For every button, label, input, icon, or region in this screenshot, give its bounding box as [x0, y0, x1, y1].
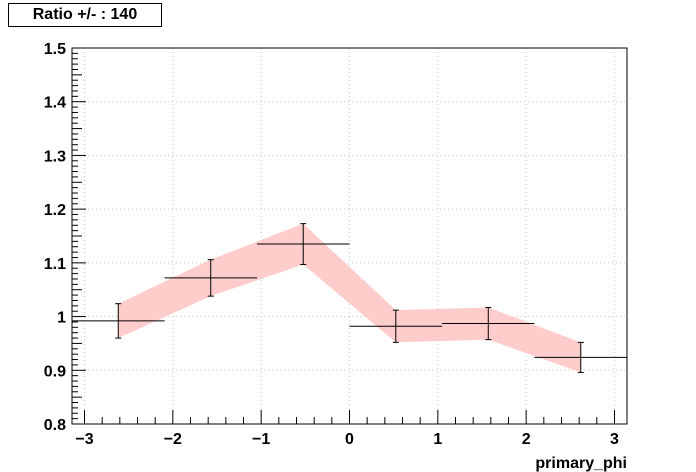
- y-tick-label: 1.1: [44, 256, 66, 273]
- chart-title: Ratio +/- : 140: [8, 3, 162, 27]
- y-tick-label: 1.3: [44, 148, 66, 165]
- x-tick-label: 3: [610, 431, 619, 448]
- x-tick-label: −3: [75, 431, 93, 448]
- y-tick-label: 0.8: [44, 417, 66, 434]
- y-tick-label: 0.9: [44, 363, 66, 380]
- y-tick-label: 1: [57, 310, 66, 327]
- error-band: [118, 223, 581, 373]
- y-tick-label: 1.2: [44, 202, 66, 219]
- y-tick-label: 1.5: [44, 41, 66, 58]
- ratio-error-band: [118, 223, 581, 373]
- axes: 0.8 0.9 1 1.1 1.2 1.3 1.4 1.5 −3 −2 −1 0 1 2 3: [44, 41, 619, 448]
- y-tick-label: 1.4: [44, 95, 66, 112]
- x-tick-label: 1: [433, 431, 442, 448]
- data-points: [72, 223, 627, 373]
- grid: [72, 47, 627, 425]
- x-tick-label: 2: [522, 431, 531, 448]
- x-axis-title: primary_phi: [535, 455, 627, 472]
- x-tick-label: −2: [164, 431, 182, 448]
- x-tick-label: 0: [345, 431, 354, 448]
- x-tick-label: −1: [252, 431, 270, 448]
